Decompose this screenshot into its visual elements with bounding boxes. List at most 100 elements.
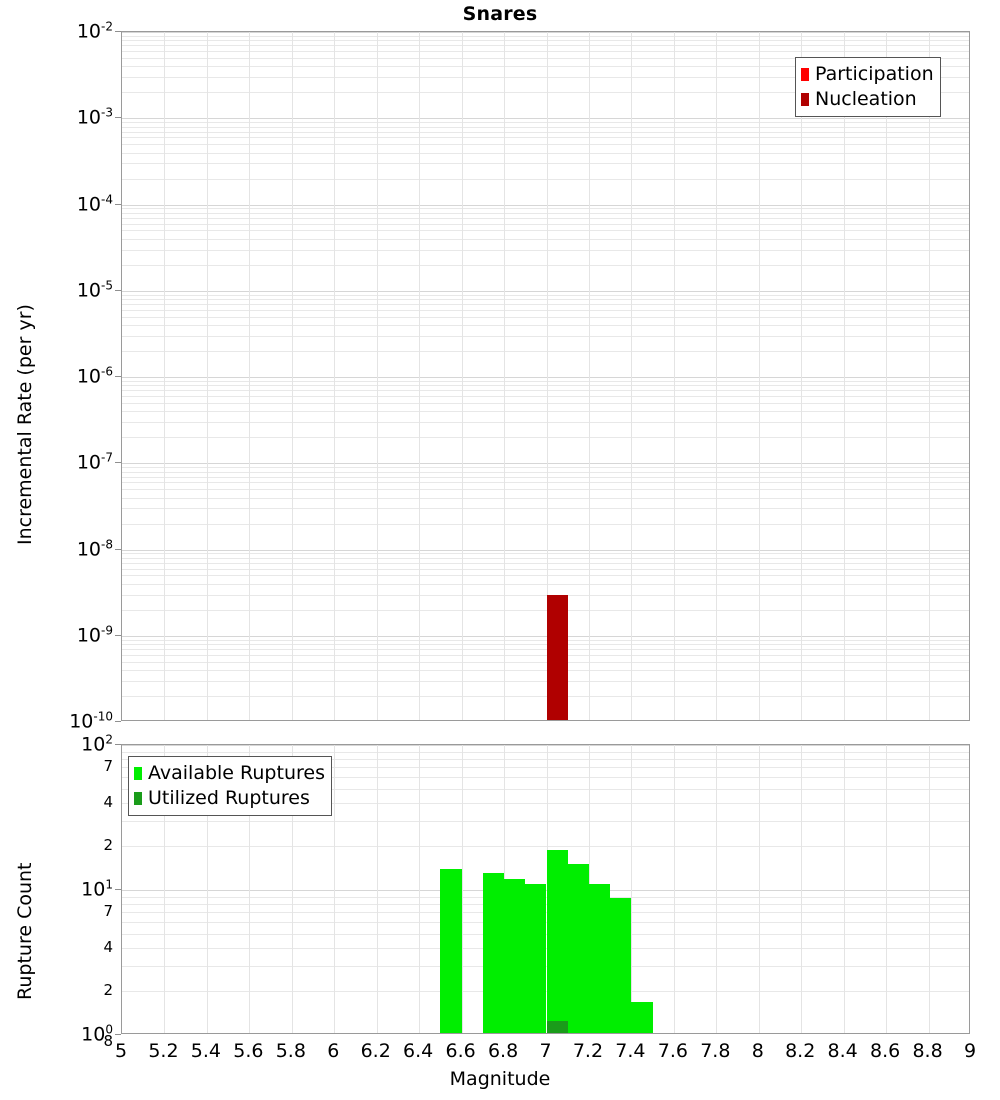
- gridline-horizontal: [122, 789, 969, 790]
- gridline-vertical: [164, 32, 166, 720]
- gridline-horizontal: [122, 467, 969, 468]
- gridline-horizontal: [122, 437, 969, 438]
- gridline-horizontal: [122, 803, 969, 804]
- gridline-horizontal: [122, 558, 969, 559]
- gridline-vertical: [716, 32, 718, 720]
- x-tick-label: 7.8: [700, 1040, 731, 1062]
- gridline-horizontal: [122, 66, 969, 67]
- legend-label-participation: Participation: [815, 63, 934, 85]
- gridline-horizontal: [122, 553, 969, 554]
- gridline-horizontal: [122, 336, 969, 337]
- gridline-horizontal: [122, 51, 969, 52]
- bar-available-ruptures: [482, 873, 505, 1033]
- gridline-horizontal: [122, 644, 969, 645]
- y-tick-label: 10-10: [69, 709, 113, 733]
- gridline-horizontal: [122, 649, 969, 650]
- y-tick-label: 102: [81, 732, 113, 756]
- gridline-vertical: [334, 32, 336, 720]
- gridline-horizontal: [122, 224, 969, 225]
- gridline-horizontal: [122, 396, 969, 397]
- gridline-vertical: [716, 745, 718, 1033]
- gridline-horizontal: [122, 291, 969, 292]
- gridline-horizontal: [122, 575, 969, 576]
- y-tick-mark: [115, 376, 121, 377]
- gridline-horizontal: [122, 403, 969, 404]
- y-tick-label: 10-7: [76, 450, 113, 474]
- gridline-horizontal: [122, 58, 969, 59]
- utilized-ruptures-swatch-icon: [134, 792, 142, 805]
- x-tick-label: 6.4: [403, 1040, 434, 1062]
- gridline-horizontal: [122, 325, 969, 326]
- gridline-horizontal: [122, 351, 969, 352]
- gridline-horizontal: [122, 127, 969, 128]
- x-tick-label: 8.8: [912, 1040, 943, 1062]
- legend-item-utilized-ruptures: Utilized Ruptures: [134, 786, 325, 811]
- gridline-horizontal: [122, 77, 969, 78]
- gridline-horizontal: [122, 118, 969, 119]
- gridline-horizontal: [122, 144, 969, 145]
- gridline-horizontal: [122, 299, 969, 300]
- y-tick-label: 100: [81, 1022, 113, 1046]
- gridline-horizontal: [122, 265, 969, 266]
- gridline-horizontal: [122, 472, 969, 473]
- gridline-horizontal: [122, 40, 969, 41]
- y-minor-tick-label: 7: [103, 902, 113, 921]
- gridline-horizontal: [122, 377, 969, 378]
- gridline-vertical: [291, 745, 293, 1033]
- gridline-vertical: [928, 32, 930, 720]
- gridline-horizontal: [122, 550, 969, 551]
- legend-item-available-ruptures: Available Ruptures: [134, 761, 325, 786]
- x-tick-label: 6.8: [487, 1040, 519, 1062]
- gridline-horizontal: [122, 777, 969, 778]
- gridline-horizontal: [122, 640, 969, 641]
- y-minor-tick-label: 2: [103, 836, 113, 855]
- gridline-horizontal: [122, 662, 969, 663]
- incremental-rate-legend: Participation Nucleation: [795, 57, 941, 117]
- legend-label-nucleation: Nucleation: [815, 88, 917, 110]
- bar-available-ruptures: [546, 849, 568, 1033]
- gridline-vertical: [673, 745, 675, 1033]
- gridline-vertical: [461, 745, 463, 1033]
- y-tick-mark: [115, 289, 121, 291]
- bar-available-ruptures: [504, 878, 526, 1033]
- available-ruptures-swatch-icon: [134, 767, 142, 780]
- rupture-count-plot-area: [122, 745, 969, 1033]
- gridline-vertical: [801, 745, 803, 1033]
- gridline-vertical: [419, 745, 421, 1033]
- gridline-vertical: [886, 32, 888, 720]
- gridline-horizontal: [122, 610, 969, 611]
- x-tick-label: 7.4: [615, 1040, 646, 1062]
- gridline-vertical: [249, 745, 251, 1033]
- y-minor-tick-label: 4: [103, 937, 113, 956]
- y-tick-mark: [115, 634, 121, 636]
- gridline-horizontal: [122, 218, 969, 219]
- x-tick-label: 6.6: [445, 1040, 476, 1062]
- bar-available-ruptures: [588, 883, 611, 1033]
- y-tick-label: 10-9: [76, 623, 113, 647]
- x-tick-label: 5.8: [275, 1040, 306, 1062]
- gridline-horizontal: [122, 310, 969, 311]
- y-tick-label: 10-6: [76, 364, 113, 388]
- x-tick-label: 7.6: [657, 1040, 688, 1062]
- y-tick-mark: [115, 548, 121, 550]
- gridline-horizontal: [122, 179, 969, 180]
- gridline-vertical: [206, 32, 208, 720]
- y-tick-label: 101: [81, 877, 113, 901]
- x-tick-label: 6: [327, 1040, 340, 1062]
- y-tick-label: 10-5: [76, 278, 113, 302]
- gridline-horizontal: [122, 411, 969, 412]
- gridline-vertical: [291, 32, 293, 720]
- gridline-horizontal: [122, 304, 969, 305]
- gridline-vertical: [758, 745, 760, 1033]
- gridline-horizontal: [122, 846, 969, 847]
- gridline-horizontal: [122, 636, 969, 637]
- incremental-rate-plot-area: [122, 32, 969, 720]
- gridline-horizontal: [122, 422, 969, 423]
- gridline-vertical: [758, 32, 760, 720]
- gridline-horizontal: [122, 767, 969, 768]
- x-axis-label: Magnitude: [449, 1068, 551, 1090]
- gridline-horizontal: [122, 759, 969, 760]
- gridline-vertical: [843, 745, 845, 1033]
- gridline-vertical: [631, 745, 633, 1033]
